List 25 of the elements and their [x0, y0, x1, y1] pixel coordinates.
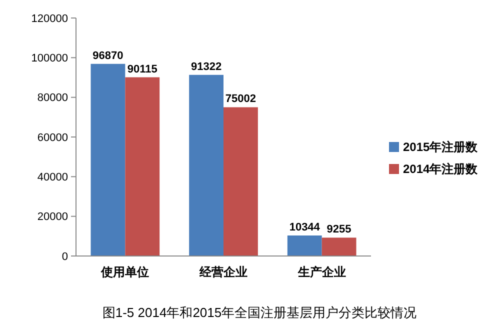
bar	[287, 235, 322, 256]
bar	[90, 64, 126, 256]
y-tick-label: 120000	[31, 12, 68, 25]
data-label: 75002	[225, 93, 256, 106]
text: 图1-5 2014年和2015年全国注册基层用户分类比较情况	[102, 305, 417, 320]
x-tick-label: 生产企业	[296, 265, 346, 279]
x-tick-label: 经营企业	[198, 265, 248, 279]
data-label: 96870	[92, 50, 124, 62]
bar	[322, 238, 356, 256]
legend-label: 2015年注册数	[403, 140, 479, 154]
legend-label: 2014年注册数	[403, 162, 479, 176]
data-label: 91322	[190, 60, 222, 73]
y-tick-label: 40000	[37, 172, 68, 184]
y-tick-label: 0	[62, 250, 68, 263]
bar	[125, 77, 160, 256]
bar	[189, 74, 224, 256]
data-label: 9255	[326, 224, 352, 236]
y-tick-label: 80000	[37, 92, 68, 104]
y-tick-label: 100000	[31, 52, 68, 65]
data-label: 90115	[127, 63, 158, 76]
data-label: 10344	[289, 221, 321, 234]
y-tick-label: 60000	[37, 132, 68, 144]
bar	[224, 107, 258, 256]
y-tick-label: 20000	[37, 211, 68, 224]
x-tick-label: 使用单位	[100, 265, 150, 279]
